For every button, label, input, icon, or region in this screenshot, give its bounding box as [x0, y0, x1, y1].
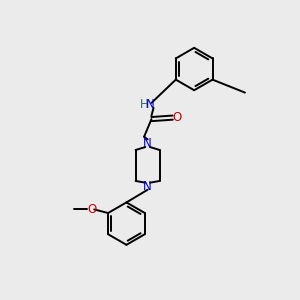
Text: H: H: [140, 98, 148, 111]
Text: N: N: [143, 137, 152, 150]
Text: O: O: [172, 111, 182, 124]
Text: N: N: [143, 180, 152, 193]
Text: O: O: [87, 203, 97, 216]
Text: N: N: [146, 98, 155, 111]
